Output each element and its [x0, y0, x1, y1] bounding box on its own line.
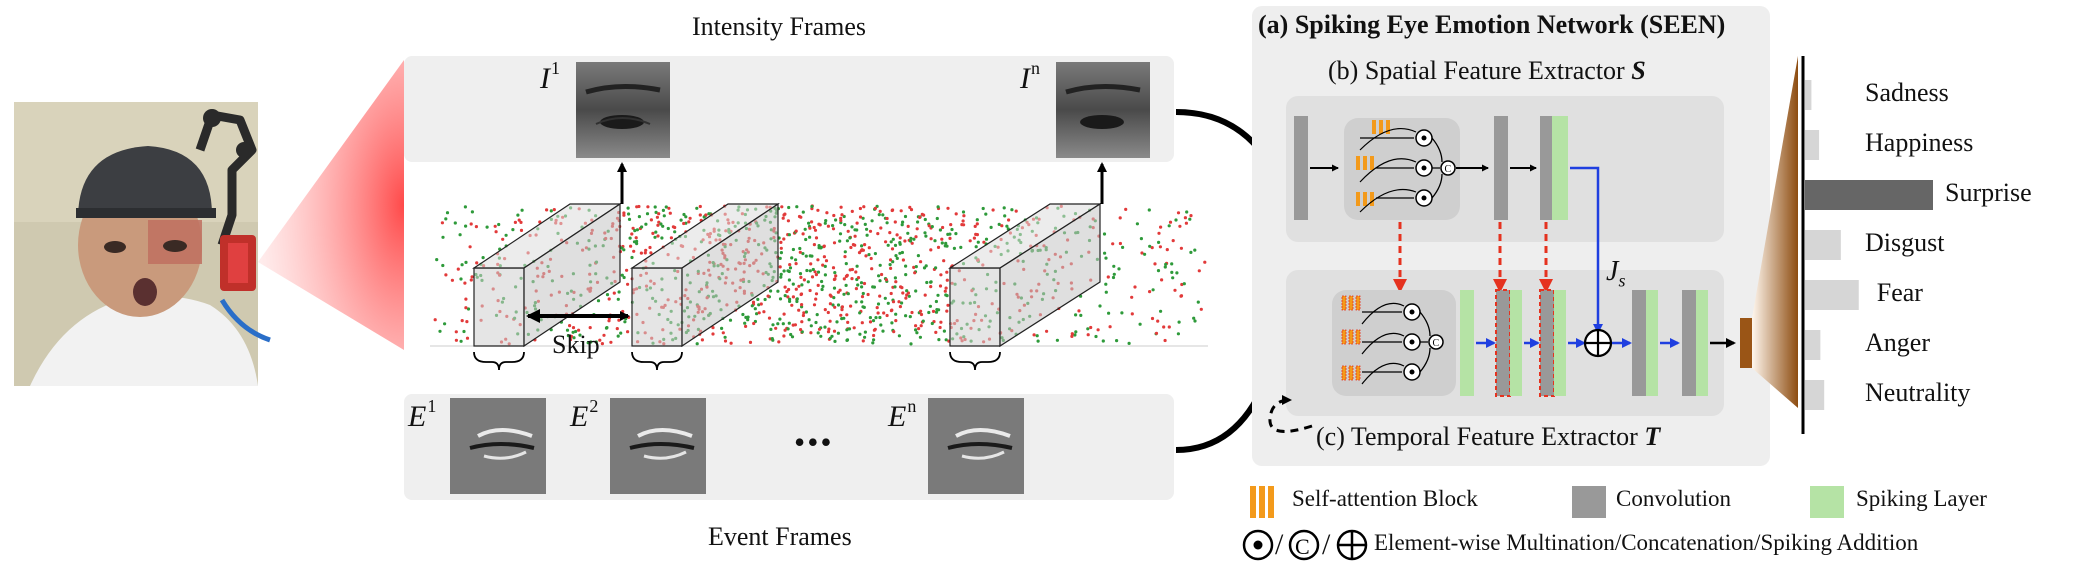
svg-text:C: C — [1433, 338, 1440, 349]
emotion-bar-fear — [1805, 280, 1859, 310]
event-frames-title: Event Frames — [708, 522, 852, 551]
event-second-label: E2 — [570, 396, 599, 433]
spatial-input-conv — [1294, 116, 1308, 220]
emotion-bar-surprise — [1805, 180, 1933, 210]
temporal-attention-internals: C — [1341, 295, 1444, 385]
js-label: Js — [1606, 256, 1626, 291]
legend-slash-1: / — [1275, 528, 1284, 561]
legend-convolution-label: Convolution — [1616, 486, 1732, 511]
temporal-conv-2 — [1539, 289, 1555, 397]
emotion-label-disgust: Disgust — [1865, 228, 1945, 257]
emotion-bars — [1805, 80, 1933, 410]
legend-multiply-icon — [1242, 529, 1274, 561]
temporal-spike-1 — [1460, 290, 1474, 396]
brace-3 — [949, 351, 1001, 371]
intensity-frame-last — [1056, 62, 1150, 158]
emotion-label-fear: Fear — [1876, 278, 1923, 307]
svg-text:C: C — [1295, 534, 1310, 559]
recurrent-loop-arrow — [1268, 395, 1313, 433]
legend-slash-2: / — [1322, 528, 1331, 561]
temporal-spike-3 — [1554, 290, 1566, 396]
event-frame-second — [610, 398, 706, 494]
event-slice-3 — [947, 202, 1103, 348]
temporal-attention-module — [1332, 290, 1456, 396]
person-photo — [14, 102, 271, 386]
camera-beam — [258, 60, 404, 350]
legend-spiking-layer-icon — [1810, 486, 1844, 518]
brace-1 — [473, 351, 525, 371]
js-arrow — [1570, 166, 1603, 334]
seen-title: (a) Spiking Eye Emotion Network (SEEN) — [1258, 10, 1726, 39]
emotion-label-anger: Anger — [1865, 328, 1930, 357]
intensity-frame-first — [576, 62, 670, 158]
legend-concat-icon: C — [1288, 529, 1320, 561]
event-frame-first — [450, 398, 546, 494]
legend-self-attention-label: Self-attention Block — [1292, 486, 1478, 511]
spatial-conv-2 — [1494, 116, 1508, 220]
temporal-conv-1 — [1495, 289, 1511, 397]
intensity-first-label: I1 — [540, 58, 560, 95]
emotion-bar-sadness — [1805, 80, 1812, 110]
spatial-conv-3 — [1540, 116, 1552, 220]
brace-2 — [631, 351, 683, 371]
intensity-last-label: In — [1020, 58, 1040, 95]
svg-text:C: C — [1445, 164, 1452, 175]
spatial-title: (b) Spatial Feature Extractor S — [1328, 56, 1646, 85]
emotion-bar-anger — [1805, 330, 1821, 360]
legend-add-icon — [1336, 529, 1368, 561]
emotion-bar-neutrality — [1805, 380, 1825, 410]
temporal-title: (c) Temporal Feature Extractor T — [1316, 422, 1661, 451]
legend-ops-label: Element-wise Multination/Concatenation/S… — [1374, 530, 1919, 555]
emotion-label-neutrality: Neutrality — [1865, 378, 1971, 407]
temporal-conv-3 — [1632, 290, 1646, 396]
temporal-conv-4 — [1682, 290, 1696, 396]
spiking-addition-icon — [1583, 328, 1613, 358]
temporal-spike-5 — [1696, 290, 1708, 396]
emotion-label-sadness: Sadness — [1865, 78, 1949, 107]
legend-self-attention-icon — [1250, 486, 1274, 518]
spatial-spike-layer — [1552, 116, 1568, 220]
emotion-bar-happiness — [1805, 130, 1820, 160]
temporal-spike-2 — [1510, 290, 1522, 396]
event-ellipsis: ••• — [794, 424, 834, 460]
event-last-label: En — [888, 396, 917, 433]
output-fan — [1752, 56, 1798, 408]
temporal-spike-4 — [1646, 290, 1658, 396]
event-first-label: E1 — [408, 396, 437, 433]
emotion-label-happiness: Happiness — [1865, 128, 1974, 157]
event-slice-2 — [630, 202, 780, 348]
output-neuron — [1740, 318, 1752, 368]
legend-convolution-icon — [1572, 486, 1606, 518]
event-frame-last — [928, 398, 1024, 494]
legend-spiking-layer-label: Spiking Layer — [1856, 486, 1987, 511]
skip-label: Skip — [552, 330, 600, 359]
intensity-frames-title: Intensity Frames — [692, 12, 867, 41]
emotion-label-surprise: Surprise — [1945, 178, 2032, 207]
spatial-attention-internals: C — [1356, 120, 1456, 213]
emotion-bar-disgust — [1805, 230, 1841, 260]
